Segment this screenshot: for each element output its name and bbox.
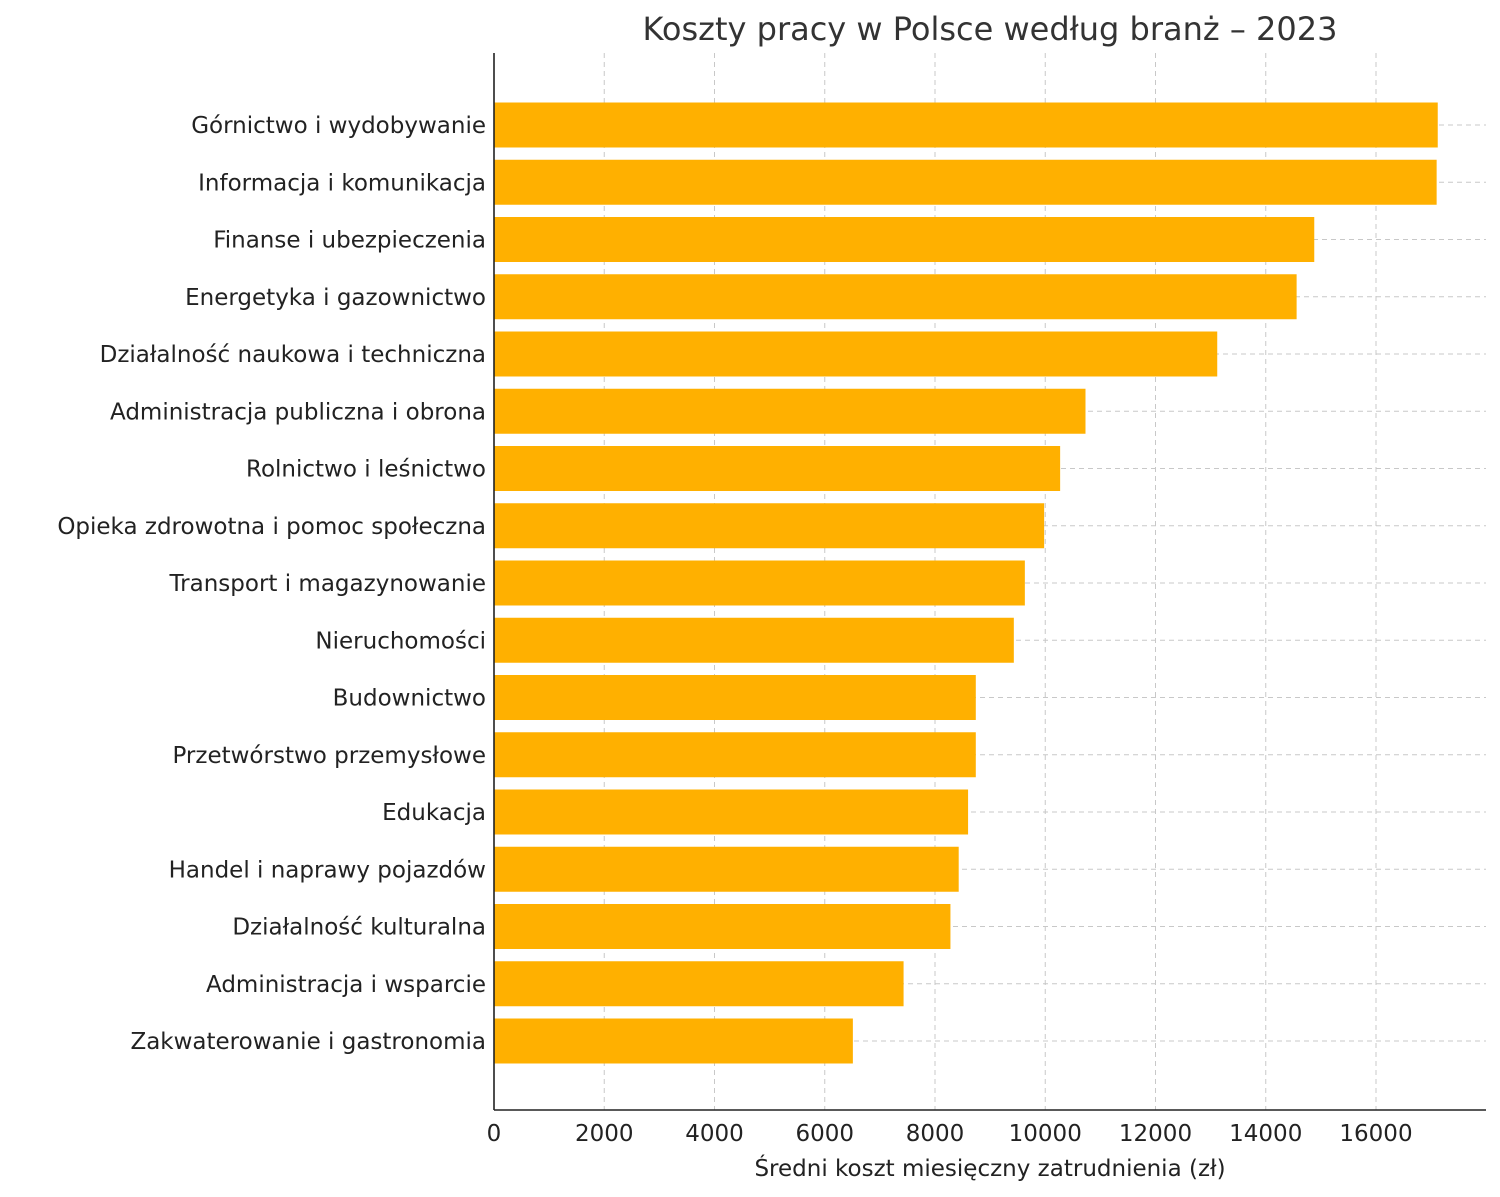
category-label: Energetyka i gazownictwo <box>185 285 486 311</box>
x-tick-label: 16000 <box>1339 1121 1412 1147</box>
category-label: Rolnictwo i leśnictwo <box>246 457 486 483</box>
category-label: Działalność kulturalna <box>232 915 486 941</box>
x-tick-label: 2000 <box>575 1121 634 1147</box>
x-tick-label: 6000 <box>795 1121 854 1147</box>
x-axis-label: Średni koszt miesięczny zatrudnienia (zł… <box>754 1154 1225 1182</box>
x-tick-labels: 0 2000 4000 6000 8000 10000 12000 14000 16000 <box>487 1121 1413 1147</box>
bar <box>494 503 1045 549</box>
category-label: Transport i magazynowanie <box>169 571 487 597</box>
bar <box>494 388 1086 434</box>
category-label: Finanse i ubezpieczenia <box>213 228 486 254</box>
bar <box>494 331 1218 377</box>
category-label: Handel i naprawy pojazdów <box>169 857 486 883</box>
category-label: Opieka zdrowotna i pomoc społeczna <box>57 514 486 540</box>
bar <box>494 789 969 835</box>
x-tick-label: 0 <box>487 1121 502 1147</box>
chart-title: Koszty pracy w Polsce według branż – 202… <box>643 10 1338 48</box>
bar <box>494 446 1061 491</box>
bar <box>494 159 1437 205</box>
category-label: Informacja i komunikacja <box>198 170 486 196</box>
bar <box>494 675 976 720</box>
x-tick-label: 14000 <box>1229 1121 1302 1147</box>
category-label: Działalność naukowa i techniczna <box>100 342 486 368</box>
bar <box>494 102 1438 148</box>
bar <box>494 961 904 1007</box>
bars-layer <box>494 102 1438 1064</box>
bar <box>494 846 959 892</box>
bar <box>494 274 1297 320</box>
bar <box>494 560 1025 606</box>
category-labels: Górnictwo i wydobywanie Informacja i komu… <box>57 113 486 1055</box>
category-label: Budownictwo <box>333 686 486 712</box>
bar <box>494 1018 853 1064</box>
x-tick-label: 12000 <box>1119 1121 1192 1147</box>
x-tick-label: 8000 <box>906 1121 965 1147</box>
x-tick-label: 10000 <box>1009 1121 1082 1147</box>
bar <box>494 617 1014 663</box>
x-tick-label: 4000 <box>685 1121 744 1147</box>
bar <box>494 732 976 778</box>
category-label: Administracja publiczna i obrona <box>110 399 486 425</box>
category-label: Przetwórstwo przemysłowe <box>172 743 486 769</box>
bar <box>494 217 1315 262</box>
category-label: Edukacja <box>382 800 486 826</box>
bar <box>494 904 951 949</box>
category-label: Administracja i wsparcie <box>206 972 486 998</box>
category-label: Nieruchomości <box>315 628 486 654</box>
category-label: Zakwaterowanie i gastronomia <box>130 1029 486 1055</box>
category-label: Górnictwo i wydobywanie <box>191 113 486 139</box>
